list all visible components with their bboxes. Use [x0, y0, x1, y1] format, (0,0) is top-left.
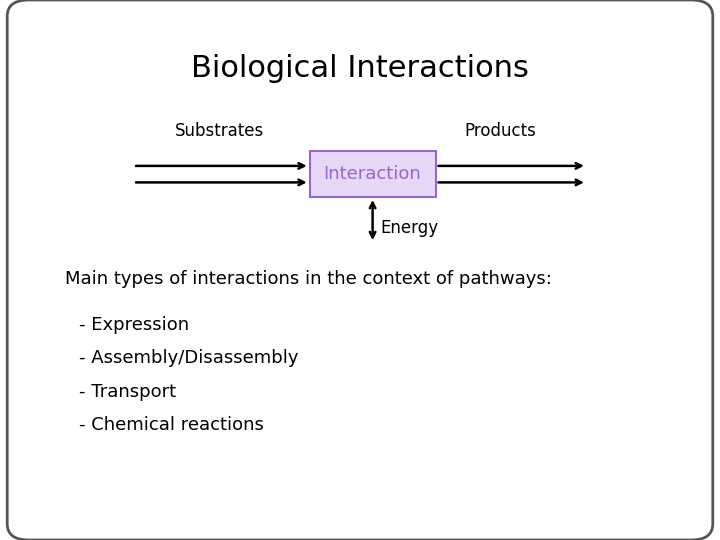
Text: Biological Interactions: Biological Interactions: [191, 54, 529, 83]
Text: - Expression: - Expression: [79, 316, 189, 334]
Text: - Transport: - Transport: [79, 383, 176, 401]
Text: Main types of interactions in the context of pathways:: Main types of interactions in the contex…: [65, 270, 552, 288]
Text: Energy: Energy: [380, 219, 438, 237]
Text: Products: Products: [464, 123, 536, 140]
Text: Interaction: Interaction: [324, 165, 421, 183]
Text: Substrates: Substrates: [175, 123, 264, 140]
Text: - Chemical reactions: - Chemical reactions: [79, 416, 264, 434]
FancyBboxPatch shape: [310, 151, 436, 197]
Text: - Assembly/Disassembly: - Assembly/Disassembly: [79, 349, 299, 367]
FancyBboxPatch shape: [7, 0, 713, 540]
